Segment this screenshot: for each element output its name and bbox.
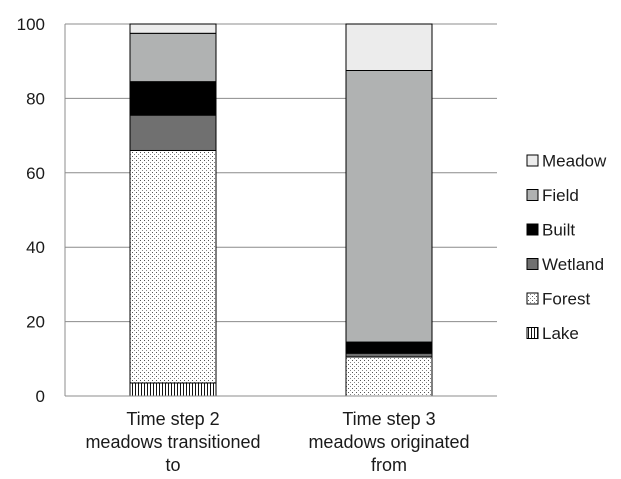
bar-segment-field xyxy=(345,70,433,343)
x-category-label: from xyxy=(371,455,407,475)
x-category-label: Time step 3 xyxy=(342,409,435,429)
y-tick-label: 20 xyxy=(26,313,45,332)
legend-swatch-lake xyxy=(526,327,539,339)
legend-label-forest: Forest xyxy=(542,290,590,309)
x-axis-labels: Time step 2 meadows transitioned to Time st… xyxy=(85,409,469,475)
x-category-label: to xyxy=(165,455,180,475)
x-category-label: meadows originated xyxy=(308,432,469,452)
bar-segment-forest xyxy=(129,149,217,384)
axes xyxy=(64,24,497,397)
bar-segment-wetland xyxy=(345,352,433,358)
y-tick-label: 40 xyxy=(26,238,45,257)
bar-segment-built xyxy=(129,81,217,116)
bar-segment-field xyxy=(129,32,217,83)
y-axis-ticks: 0 20 40 60 80 100 xyxy=(17,15,45,406)
legend-swatch-field xyxy=(526,189,539,201)
legend-swatch-meadow xyxy=(526,154,539,167)
bar-segment-meadow xyxy=(345,23,433,71)
bar-segment-wetland xyxy=(129,114,217,151)
bars xyxy=(129,23,433,397)
legend-label-field: Field xyxy=(542,186,579,205)
y-tick-label: 100 xyxy=(17,15,45,34)
y-tick-label: 0 xyxy=(36,387,45,406)
bar-segment-built xyxy=(345,341,433,354)
legend: Meadow Field Built Wetland Forest Lake xyxy=(526,152,607,343)
legend-swatch-built xyxy=(526,223,539,236)
x-category-label: meadows transitioned xyxy=(85,432,260,452)
legend-label-built: Built xyxy=(542,221,575,240)
bar-segment-meadow xyxy=(129,23,217,34)
legend-swatch-forest xyxy=(526,292,539,305)
legend-label-wetland: Wetland xyxy=(542,255,604,274)
legend-swatch-wetland xyxy=(526,258,539,270)
legend-label-meadow: Meadow xyxy=(542,152,607,171)
bar-segment-lake xyxy=(129,382,217,397)
y-tick-label: 60 xyxy=(26,164,45,183)
bar-segment-forest xyxy=(345,356,433,397)
x-category-label: Time step 2 xyxy=(126,409,219,429)
legend-label-lake: Lake xyxy=(542,324,579,343)
y-tick-label: 80 xyxy=(26,89,45,108)
